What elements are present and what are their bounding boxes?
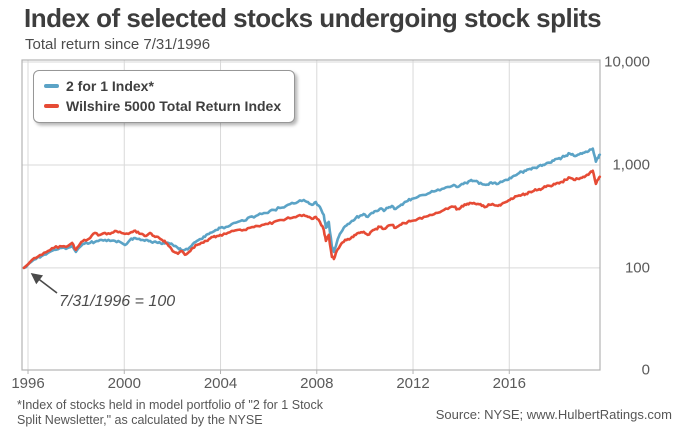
legend-item-2for1: 2 for 1 Index* [44, 76, 281, 96]
y-axis-label-1000: 1,000 [612, 156, 650, 174]
x-axis-label-1996: 1996 [11, 375, 45, 392]
blue-line-swatch [44, 84, 59, 88]
series-line-wilshire [22, 169, 602, 270]
y-axis-label-0: 0 [641, 361, 650, 379]
x-axis-label-2012: 2012 [396, 375, 430, 392]
plot-border [21, 59, 601, 371]
x-axis-label-2016: 2016 [492, 375, 526, 392]
red-line-swatch [44, 104, 59, 108]
series-line-2for1 [22, 147, 602, 270]
legend: 2 for 1 Index* Wilshire 5000 Total Retur… [33, 70, 296, 123]
legend-label-2for1: 2 for 1 Index* [66, 78, 154, 94]
source-credit: Source: NYSE; www.HulbertRatings.com [435, 407, 672, 422]
start-value-annotation: 7/31/1996 = 100 [59, 293, 176, 310]
footnote-line1: *Index of stocks held in model portfolio… [17, 398, 323, 412]
chart-subtitle: Total return since 7/31/1996 [25, 36, 211, 53]
y-axis-label-100: 100 [624, 259, 650, 277]
y-axis-label-10000: 10,000 [604, 53, 650, 71]
footnote: *Index of stocks held in model portfolio… [17, 398, 323, 428]
chart-title: Index of selected stocks undergoing stoc… [24, 3, 602, 33]
x-axis-label-2008: 2008 [300, 375, 334, 392]
legend-label-wilshire: Wilshire 5000 Total Return Index [66, 98, 282, 114]
x-axis-label-2004: 2004 [203, 375, 238, 392]
footnote-line2: Split Newsletter," as calculated by the … [17, 413, 263, 427]
annotation-arrow [30, 273, 58, 294]
x-axis-label-2000: 2000 [107, 375, 141, 392]
legend-item-wilshire: Wilshire 5000 Total Return Index [44, 96, 281, 116]
